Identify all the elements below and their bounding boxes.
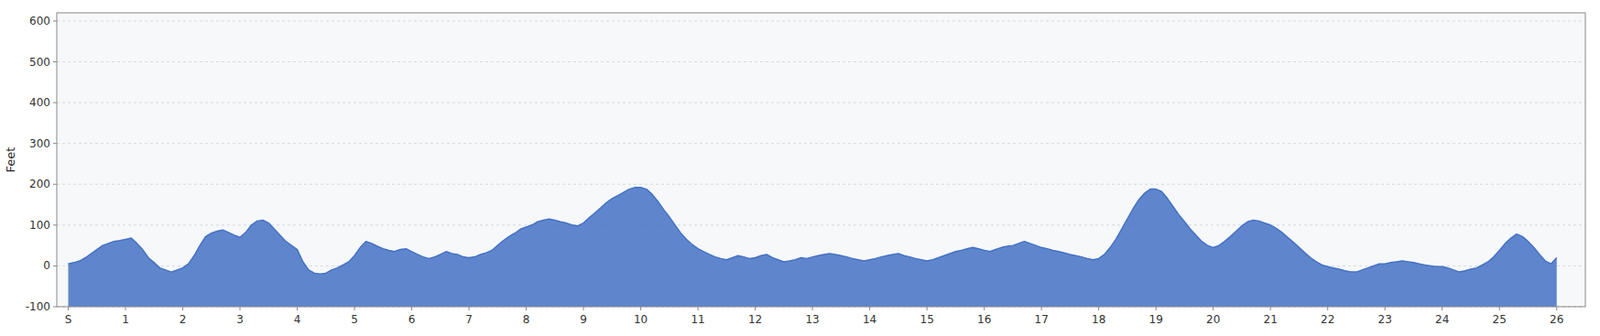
x-tick-label: 26 — [1549, 313, 1564, 327]
x-tick-label: 12 — [748, 313, 762, 327]
x-tick — [1327, 306, 1328, 311]
x-tick-label: 11 — [690, 313, 705, 327]
chart-container: -1000100200300400500600FeetS123456789101… — [0, 0, 1600, 336]
y-tick — [53, 142, 57, 144]
x-tick-label: 14 — [862, 313, 877, 327]
x-axis: S123456789101112131415161718192021222324… — [65, 306, 1565, 327]
y-tick-label: 200 — [29, 177, 51, 191]
y-tick — [53, 61, 57, 63]
data-layer — [68, 187, 1557, 307]
x-tick-label: 7 — [465, 313, 473, 327]
x-tick-label: 20 — [1206, 313, 1220, 327]
chart-svg: -1000100200300400500600FeetS123456789101… — [0, 0, 1600, 336]
x-tick-label: 17 — [1034, 313, 1049, 327]
grid-line — [56, 20, 1586, 22]
y-tick-label: -100 — [25, 300, 51, 314]
x-tick-label: 2 — [179, 313, 187, 327]
x-tick — [1098, 306, 1100, 311]
y-tick — [53, 306, 57, 308]
x-tick — [1155, 306, 1157, 311]
x-tick — [983, 306, 985, 311]
x-tick — [411, 306, 413, 311]
x-tick-label: 13 — [805, 313, 819, 327]
y-tick — [53, 184, 57, 186]
x-tick — [1041, 306, 1043, 311]
y-tick — [53, 102, 57, 104]
y-tick — [53, 224, 57, 226]
x-tick-label: 15 — [920, 313, 935, 327]
x-tick-label: 4 — [293, 313, 302, 327]
x-tick — [239, 306, 241, 311]
plot-frame — [56, 12, 1586, 307]
x-tick — [1499, 306, 1501, 311]
x-tick — [812, 306, 814, 311]
x-tick — [125, 306, 127, 311]
x-tick — [182, 306, 184, 311]
y-tick-label: 500 — [29, 55, 51, 69]
x-tick-label: 24 — [1435, 313, 1449, 327]
x-tick — [1270, 306, 1272, 311]
x-tick-label: 9 — [579, 313, 588, 327]
x-tick-label: 19 — [1149, 313, 1164, 327]
x-tick — [869, 306, 871, 311]
x-tick-label: 21 — [1263, 313, 1278, 327]
y-tick-label: 400 — [29, 96, 51, 109]
x-tick-label: 23 — [1378, 313, 1393, 327]
y-tick-label: 0 — [43, 259, 51, 273]
x-tick-label: 18 — [1091, 313, 1106, 327]
grid-line — [56, 142, 1586, 144]
x-tick — [583, 306, 585, 311]
x-tick — [1212, 306, 1214, 311]
x-tick — [67, 306, 69, 311]
y-tick-label: 600 — [29, 14, 51, 28]
x-tick-label: 22 — [1320, 313, 1335, 327]
x-tick — [1441, 306, 1443, 311]
x-tick-label: 5 — [350, 313, 359, 327]
x-tick — [926, 306, 928, 311]
x-tick-label: S — [65, 313, 73, 327]
x-tick-label: 16 — [977, 313, 991, 327]
y-tick — [53, 20, 57, 22]
plot-background — [56, 12, 1586, 307]
x-tick — [468, 306, 470, 311]
y-tick-label: 100 — [29, 218, 51, 232]
x-tick — [697, 306, 699, 311]
x-tick-label: 1 — [121, 313, 130, 327]
x-tick-label: 10 — [633, 313, 648, 327]
x-tick — [296, 306, 298, 311]
x-tick — [525, 306, 527, 311]
y-tick-label: 300 — [29, 137, 51, 151]
area-fill — [68, 187, 1557, 307]
grid-line — [56, 184, 1586, 186]
x-tick-label: 3 — [236, 313, 244, 327]
grid-line — [56, 61, 1586, 63]
y-tick — [53, 265, 57, 267]
x-tick — [754, 306, 756, 311]
x-tick — [1556, 306, 1557, 311]
x-tick-label: 6 — [408, 313, 416, 327]
y-axis: -100 0 100 200 300 400 500 600 Feet — [3, 14, 57, 314]
grid — [56, 21, 1586, 307]
x-tick — [640, 306, 642, 311]
grid-line — [56, 102, 1586, 104]
y-axis-label: Feet — [3, 147, 18, 174]
x-tick-label: 8 — [522, 313, 531, 327]
x-tick — [354, 306, 356, 311]
area-line — [68, 187, 1557, 275]
x-tick-label: 25 — [1492, 313, 1507, 327]
x-tick — [1384, 306, 1386, 311]
grid-line — [56, 224, 1586, 226]
